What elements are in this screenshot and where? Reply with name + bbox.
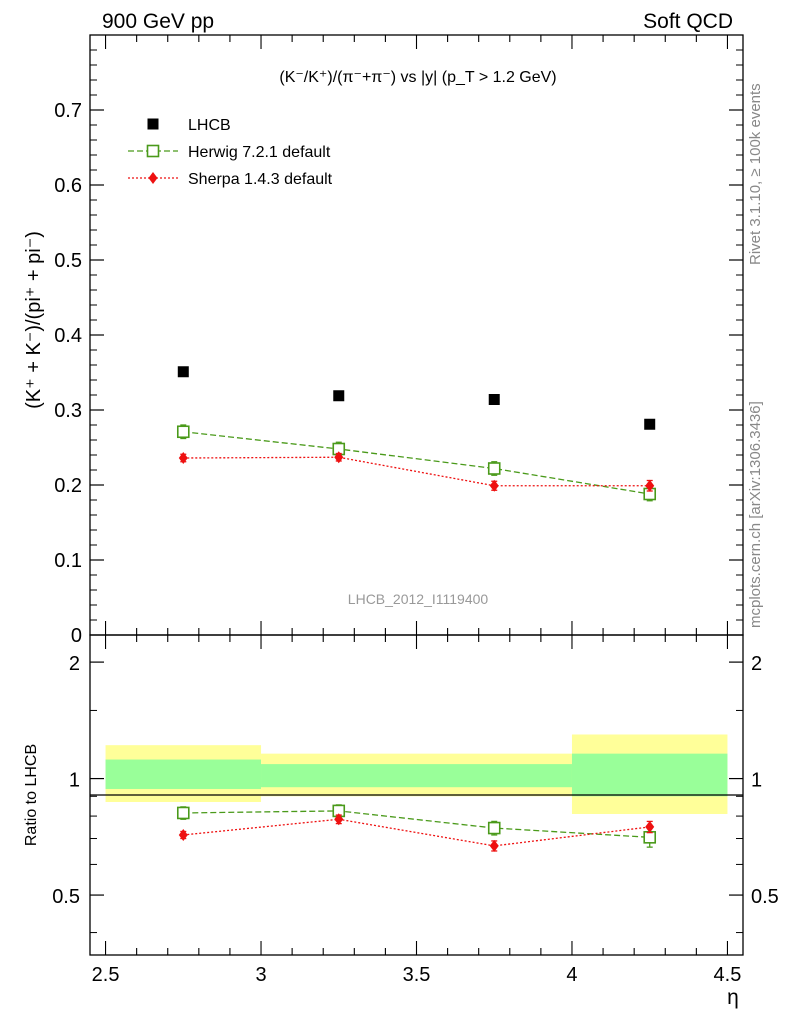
header-left-label: 900 GeV pp (102, 10, 214, 33)
ratio-data-point (489, 839, 499, 852)
main-panel: (K⁻/K⁺)/(π⁻+π⁻) vs |y| (p_T > 1.2 GeV) L… (23, 34, 744, 955)
ratio-data-point (645, 820, 655, 833)
top-y-tick-label: 0.3 (54, 400, 82, 422)
top-panel-title: (K⁻/K⁺)/(π⁻+π⁻) vs |y| (p_T > 1.2 GeV) (279, 69, 556, 86)
uncertainty-band-inner (571, 753, 728, 797)
ratio-series-line (183, 818, 650, 847)
ratio-series-filled-diamond (178, 813, 655, 852)
ratio-panel: 0.5 0.5 1 1 2 2 2.5 3 3.5 4 4.5 Ratio to LHCB η (23, 634, 779, 1009)
top-y-tick-label: 0.2 (54, 475, 82, 497)
x-axis-label: η (727, 986, 739, 1009)
ratio-series-line (183, 810, 650, 838)
ratio-y-tick-label: 1 (69, 770, 80, 792)
uncertainty-band-inner (105, 759, 262, 789)
uncertainty-band-inner (261, 764, 417, 788)
x-tick-label: 2.5 (92, 964, 120, 986)
ratio-y-tick-label-right: 2 (751, 653, 762, 675)
top-data-point (334, 451, 344, 464)
ratio-y-tick-label: 0.5 (52, 886, 80, 908)
x-tick-label: 4 (566, 964, 577, 986)
top-y-tick-label: 0.6 (54, 175, 82, 197)
ratio-data-point (487, 821, 501, 835)
legend-entry: LHCB (147, 117, 231, 134)
top-data-point (488, 394, 500, 405)
x-tick-label: 3 (255, 964, 266, 986)
top-data-point (333, 390, 345, 402)
ratio-y-tick-label-right: 1 (751, 770, 762, 792)
top-data-point (489, 479, 499, 492)
top-series-line (183, 431, 650, 495)
header-right-label: Soft QCD (643, 10, 733, 33)
x-tick-label: 3.5 (403, 964, 431, 986)
ratio-y-axis-label: Ratio to LHCB (23, 744, 40, 846)
rivet-label: Rivet 3.1.10, ≥ 100k events (747, 83, 764, 265)
ratio-data-point (178, 828, 188, 841)
top-data-point (177, 366, 189, 378)
top-data-point (644, 418, 656, 430)
top-series-filled-square (177, 366, 656, 430)
top-series-filled-diamond (178, 451, 655, 492)
legend-label: Sherpa 1.4.3 default (188, 171, 333, 188)
legend-marker (147, 118, 159, 130)
top-y-axis-label: (K⁺ + K⁻)/(pi⁺ + pi⁻) (23, 231, 45, 409)
ratio-y-tick-label: 2 (69, 653, 80, 675)
top-data-point (487, 462, 501, 475)
top-series-line (183, 456, 650, 487)
top-data-point (176, 425, 190, 439)
legend-marker (148, 172, 158, 184)
legend-label: LHCB (188, 117, 231, 134)
top-y-tick-label: 0.4 (54, 325, 82, 347)
watermark-label: LHCB_2012_I1119400 (348, 591, 489, 607)
ratio-data-point (176, 806, 190, 820)
uncertainty-band-inner (416, 764, 572, 788)
ratio-data-point (643, 831, 657, 844)
top-y-tick-label: 0.5 (54, 250, 82, 272)
legend-marker (146, 144, 160, 158)
top-y-tick-label: 0.1 (54, 550, 82, 572)
top-data-point (178, 452, 188, 464)
ratio-y-tick-label-right: 0.5 (751, 886, 779, 908)
legend-entry: Herwig 7.2.1 default (128, 144, 331, 161)
ratio-data-point (334, 813, 344, 826)
top-y-zero-label: 0 (71, 625, 82, 647)
x-tick-label: 4.5 (714, 964, 742, 986)
mcplots-label: mcplots.cern.ch [arXiv:1306.3436] (747, 401, 764, 628)
legend-label: Herwig 7.2.1 default (188, 144, 331, 161)
top-y-tick-label: 0.7 (54, 100, 82, 122)
legend: LHCB Herwig 7.2.1 default Sherpa 1.4.3 def… (128, 117, 333, 188)
top-series-open-square (176, 424, 657, 502)
ratio-panel-frame (89, 634, 744, 956)
top-data-point (645, 479, 655, 492)
legend-entry: Sherpa 1.4.3 default (128, 171, 333, 188)
